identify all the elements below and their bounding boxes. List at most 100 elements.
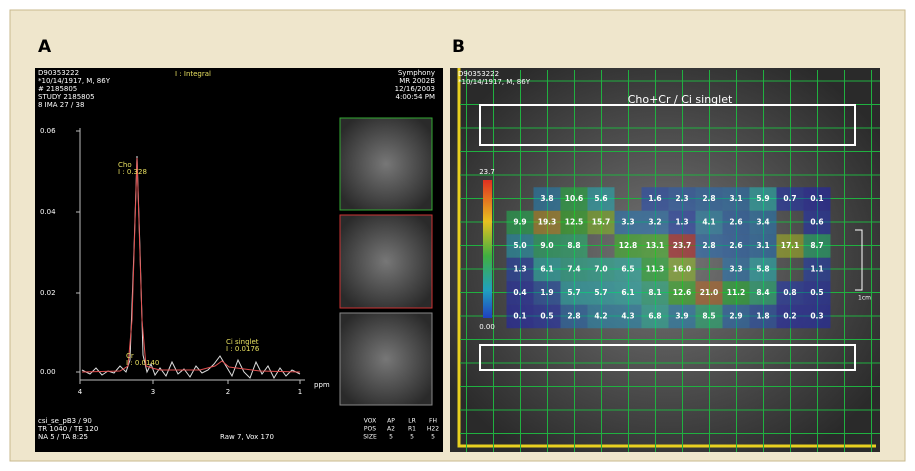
footer-text: csi_se_pB3 / 90 [38, 417, 92, 425]
cell-value: 1.9 [540, 288, 553, 297]
cell-value: 0.8 [783, 288, 796, 297]
footer-text: FH [429, 418, 437, 425]
cell-value: 12.8 [619, 241, 638, 250]
scale-max: 23.7 [479, 168, 495, 176]
cell-value: 8.4 [756, 288, 769, 297]
cell-value: 3.4 [756, 218, 769, 227]
cell-value: 0.6 [810, 218, 823, 227]
figure: A B D90353222*10/14/1917, M, 86Y# 218580… [0, 0, 915, 471]
cell-value: 2.6 [729, 218, 742, 227]
header-text: # 2185805 [38, 85, 77, 93]
header-text: D90353222 [458, 70, 499, 78]
x-tick-label: 1 [298, 388, 302, 396]
header-text: Symphony [398, 69, 435, 77]
header-text: D90353222 [38, 69, 79, 77]
cell-value: 2.9 [729, 312, 742, 321]
cell-value: 2.8 [702, 194, 715, 203]
footer-text: VOX [364, 418, 376, 425]
cell-value: 0.4 [513, 288, 526, 297]
cell-value: 6.1 [540, 265, 553, 274]
cell-value: 6.1 [621, 288, 634, 297]
header-text: 12/16/2003 [395, 85, 435, 93]
cell-value: 5.7 [594, 288, 607, 297]
scale-min: 0.00 [479, 323, 495, 331]
footer-text: 5 [431, 434, 435, 441]
cell-value: 8.1 [648, 288, 661, 297]
cell-value: 4.1 [702, 218, 715, 227]
cell-value: 1.3 [513, 265, 526, 274]
cell-value: 8.5 [702, 312, 715, 321]
cell-value: 0.3 [810, 312, 823, 321]
cell-value: 23.7 [673, 241, 692, 250]
cell-value: 2.6 [729, 241, 742, 250]
footer-text: LR [408, 418, 416, 425]
cell-value: 10.6 [565, 194, 584, 203]
cell-value: 0.5 [810, 288, 823, 297]
footer-text: 5 [410, 434, 414, 441]
cell-value: 6.8 [648, 312, 661, 321]
cell-value: 11.3 [646, 265, 665, 274]
cell-value: 0.1 [810, 194, 823, 203]
header-text: *10/14/1917, M, 86Y [458, 78, 531, 86]
cell-value: 0.2 [783, 312, 796, 321]
cell-value: 11.2 [727, 288, 746, 297]
cell-value: 3.1 [756, 241, 769, 250]
cell-value: 6.5 [621, 265, 634, 274]
cell-value: 1.6 [648, 194, 661, 203]
y-tick-label: 0.06 [40, 127, 56, 135]
cell-value: 17.1 [781, 241, 800, 250]
panel-label: A [38, 37, 52, 57]
peak-integral: I : 0.328 [118, 168, 147, 176]
cell-value: 3.8 [540, 194, 553, 203]
cell-value: 1.3 [675, 218, 688, 227]
cell-value: 5.9 [756, 194, 769, 203]
scale-bar-label: 1cm [858, 295, 871, 302]
cell-value: 7.0 [594, 265, 607, 274]
footer-text: A2 [387, 426, 395, 433]
footer-text: R1 [408, 426, 416, 433]
header-text: *10/14/1917, M, 86Y [38, 77, 111, 85]
cell-value: 21.0 [700, 288, 719, 297]
header-text: I : Integral [175, 70, 211, 78]
slice-image [340, 215, 432, 308]
cell-value: 12.5 [565, 218, 584, 227]
slice-image [340, 118, 432, 210]
header-text: MR 2002B [399, 77, 435, 85]
cell-value: 8.8 [567, 241, 580, 250]
cell-value: 3.9 [675, 312, 688, 321]
cell-value: 8.7 [810, 241, 823, 250]
cell-value: 1.1 [810, 265, 823, 274]
peak-integral: I : 0.0176 [226, 345, 260, 353]
footer-text: H22 [427, 426, 439, 433]
cell-value: 2.3 [675, 194, 688, 203]
cell-value: 5.6 [594, 194, 607, 203]
footer-text: AP [387, 418, 395, 425]
cell-value: 3.2 [648, 218, 661, 227]
cell-value: 0.1 [513, 312, 526, 321]
header-text: 4:00:54 PM [396, 93, 435, 101]
header-text: 8 IMA 27 / 38 [38, 101, 84, 109]
cell-value: 3.3 [621, 218, 634, 227]
footer-text: NA 5 / TA 8:25 [38, 433, 88, 441]
peak-integral: I : 0.0140 [126, 359, 159, 367]
y-tick-label: 0.00 [40, 368, 56, 376]
axis-unit: ppm [314, 381, 330, 389]
cell-value: 2.8 [567, 312, 580, 321]
cell-value: 2.8 [702, 241, 715, 250]
header-text: STUDY 2185805 [38, 93, 95, 101]
y-tick-label: 0.02 [40, 289, 56, 297]
cell-value: 12.6 [673, 288, 692, 297]
cell-value: 5.7 [567, 288, 580, 297]
cell-value: 3.3 [729, 265, 742, 274]
cell-value: 5.8 [756, 265, 769, 274]
map-title: Cho+Cr / Ci singlet [628, 93, 733, 106]
cell-value: 4.3 [621, 312, 634, 321]
footer-text: TR 1040 / TE 120 [37, 425, 98, 433]
cell-value: 7.4 [567, 265, 580, 274]
cell-value: 9.0 [540, 241, 553, 250]
cell-value: 4.2 [594, 312, 607, 321]
y-tick-label: 0.04 [40, 208, 56, 216]
slice-image [340, 313, 432, 405]
footer-text: Raw 7, Vox 170 [220, 433, 274, 441]
cell-value: 3.1 [729, 194, 742, 203]
